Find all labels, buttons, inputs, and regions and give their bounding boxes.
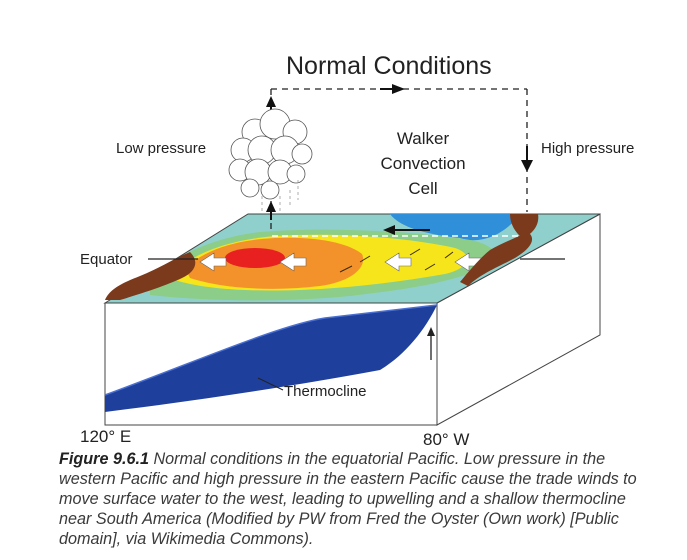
low-pressure-label: Low pressure [116,140,207,157]
thermocline-label: Thermocline [284,383,367,400]
surface-current-arrows [339,248,454,273]
surface-warm-pool [225,248,285,268]
thermocline-boundary [104,304,438,396]
trade-wind-arrow-3 [384,252,412,272]
walker-cell-label-line3: Cell [408,179,438,198]
thermocline-layer [105,305,437,412]
cumulus-cloud-icon [228,108,313,200]
walker-cell-label: Walker Convection Cell [368,126,478,201]
walker-rise-arrowhead-top [266,96,276,107]
trade-wind-arrow-1 [199,252,227,272]
land-west [105,252,196,300]
land-east-south-america [460,232,533,286]
west-longitude-label: 120° E [80,427,132,446]
figure-caption: Figure 9.6.1 Normal conditions in the eq… [59,449,659,549]
upwelling-arrowhead [427,327,435,336]
high-pressure-label: High pressure [541,140,635,157]
equator-label: Equator [80,251,133,268]
rain-streaks [261,180,299,214]
walker-descend-arrowhead [521,160,533,172]
surface-flow-arrowhead [383,225,395,235]
walker-upper-arrow [392,84,405,94]
diagram-title: Normal Conditions [286,52,492,80]
walker-cell-label-line2: Convection [380,154,466,173]
trade-wind-arrow-2 [279,252,307,272]
walker-rise-arrowhead-bottom [266,201,276,212]
east-longitude-label: 80° W [423,430,470,449]
thermocline-pointer [257,377,284,391]
figure-caption-text: Normal conditions in the equatorial Paci… [59,450,637,548]
land-east-north [510,214,539,238]
figure-caption-label: Figure 9.6.1 [59,450,149,468]
walker-cell-label-line1: Walker [396,129,450,148]
surface-coldest-region [390,214,520,241]
